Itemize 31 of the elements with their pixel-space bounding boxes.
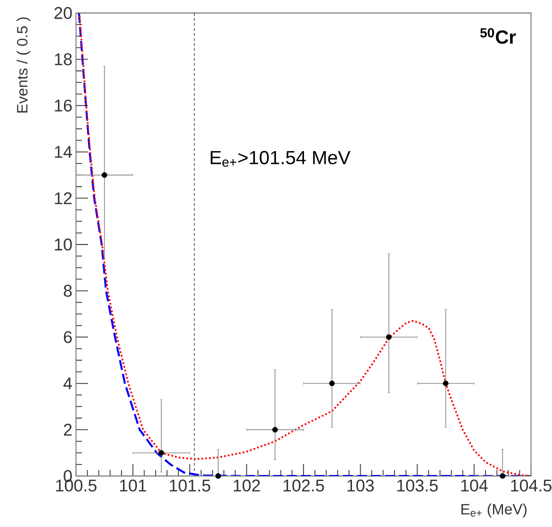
x-tick-label: 101.5 [170,480,210,492]
point [329,380,335,386]
annotation: $^{50}$Cr [480,28,516,44]
point [272,426,278,432]
point [442,380,448,386]
x-tick-label: 103.5 [397,480,438,492]
x-tick-label: 103 [348,480,374,492]
x-tick-label: 102.5 [284,480,324,492]
y-tick-label: 10 [54,238,72,250]
point [500,473,506,479]
point [158,450,164,456]
point [102,172,108,178]
y-tick-label: 14 [54,146,72,158]
x-tick-label: 104.5 [511,480,552,492]
y-tick-label: 4 [63,378,72,390]
x-tick-label: 101 [120,480,146,492]
y-tick-label: 16 [54,100,72,112]
y-tick-label: 18 [54,53,72,66]
annotation: E$_{e+}$>101.54 MeV [210,150,350,167]
point [215,473,221,479]
x-tick-label: 102 [234,480,260,492]
y-tick-label: 12 [54,192,72,204]
y-tick-label: 6 [64,331,72,344]
y-tick-label: 8 [64,284,72,297]
x-tick-label: 100.5 [56,480,96,492]
y-tick-label: 20 [54,7,72,19]
x-axis-title: E$_{e+}$ (MeV) [461,504,527,518]
x-tick-label: 104 [461,480,488,492]
y-axis-title: Events / ( 0.5 ) [16,17,30,112]
point [386,334,392,340]
y-tick-label: 2 [64,424,72,436]
